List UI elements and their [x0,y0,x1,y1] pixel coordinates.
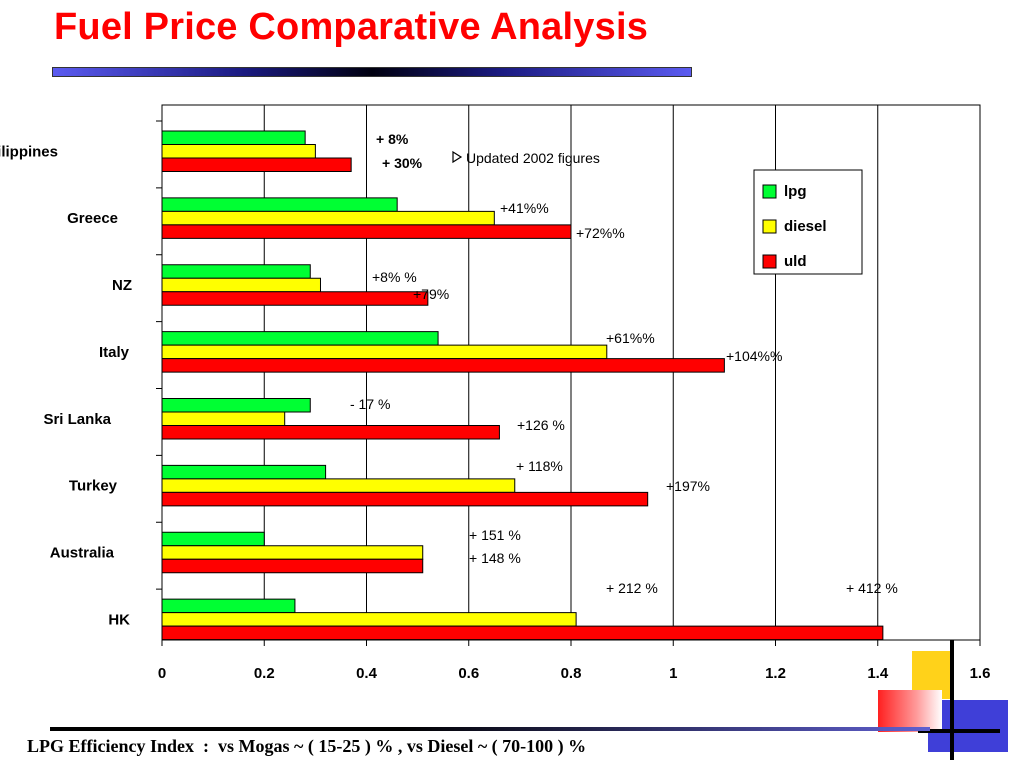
x-tick-label: 1.6 [970,665,991,682]
bar-uld [161,224,572,239]
category-label: Greece [67,210,118,227]
bar-diesel [161,478,516,493]
legend-swatch-lpg [762,184,777,199]
x-tick-label: 0 [158,665,166,682]
bar-lpg [161,598,296,614]
x-tick-label: 0.8 [561,665,582,682]
data-annotation: +126 % [517,417,565,433]
data-annotation: +79% [413,286,449,302]
bar-lpg [161,398,311,413]
bar-diesel [161,210,495,226]
data-annotation: +72%% [576,225,625,241]
x-tick-label: 0.4 [356,665,378,682]
bar-uld [161,625,884,641]
bar-uld [161,558,424,574]
category-label: Philippines [0,143,58,160]
bar-lpg [161,130,306,145]
data-annotation: + 30% [382,155,423,171]
data-annotation: +197% [666,478,710,494]
category-label: Turkey [69,478,118,495]
category-label: NZ [112,277,132,294]
legend-swatch-uld [762,254,777,269]
data-annotation: +41%% [500,200,549,216]
bar-diesel [161,545,424,560]
data-annotation: +8% % [372,269,417,285]
slide-title: Fuel Price Comparative Analysis [54,6,649,48]
bar-lpg [161,264,311,279]
bar-lpg [161,464,327,480]
legend-label-uld: uld [784,253,807,270]
bar-lpg [161,331,439,346]
data-annotation: + 151 % [469,527,521,543]
bar-lpg [161,531,265,547]
x-tick-label: 0.6 [458,665,479,682]
deco-vertical-line [950,640,954,760]
bar-uld [161,491,649,507]
legend-label-lpg: lpg [784,183,807,200]
x-tick-label: 0.2 [254,665,275,682]
bar-diesel [161,612,577,627]
category-label: HK [108,611,130,628]
x-tick-label: 1 [669,665,677,682]
category-label: Australia [50,545,115,562]
bar-diesel [161,277,321,293]
x-tick-label: 1.2 [765,665,786,682]
note-text: Updated 2002 figures [466,150,600,166]
data-annotation: + 212 % [606,580,658,596]
legend-swatch-diesel [762,219,777,234]
bar-uld [161,291,429,306]
deco-horizontal-line [918,729,1000,733]
category-label: Italy [99,344,130,361]
legend-label-diesel: diesel [784,218,827,235]
data-annotation: + 412 % [846,580,898,596]
title-underline-bar [52,67,692,77]
data-annotation: - 17 % [350,396,390,412]
bar-lpg [161,197,398,212]
data-annotation: + 8% [376,131,409,147]
bar-diesel [161,411,286,426]
data-annotation: +61%% [606,330,655,346]
bar-diesel [161,144,316,159]
data-annotation: + 148 % [469,550,521,566]
x-tick-label: 1.4 [867,665,889,682]
bar-uld [161,157,352,172]
bar-uld [161,425,500,440]
category-label: Sri Lanka [43,411,111,428]
data-annotation: +104%% [726,348,782,364]
arrow-bullet-icon [452,150,463,164]
bar-uld [161,358,725,373]
deco-red-gradient [878,690,942,732]
data-annotation: + 118% [516,458,563,474]
footer-rule [50,727,930,731]
bar-diesel [161,344,608,360]
footer-text: LPG Efficiency Index : vs Mogas ~ ( 15-2… [27,736,587,756]
